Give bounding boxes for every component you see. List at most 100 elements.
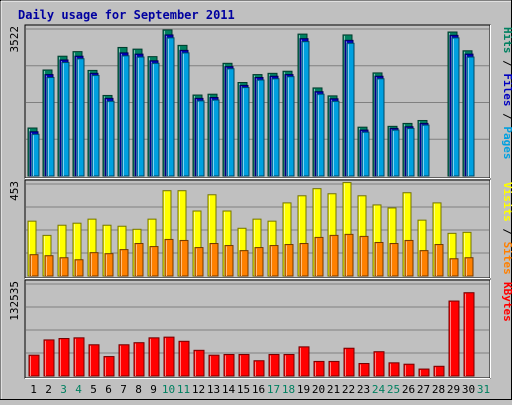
bar-sites-day-23 [359,235,369,277]
bar-pages-day-6 [106,100,115,177]
bar-kbytes-day-24 [373,351,385,377]
bar-kbytes-day-8 [133,342,145,377]
bar-pages-day-11 [181,52,190,177]
legend-item-files: Files [501,73,512,106]
bar-sites-day-1 [29,254,39,277]
bar-kbytes-day-26 [403,363,415,377]
bar-pages-day-12 [196,100,205,177]
x-tick-label-day-11: 11 [177,383,190,396]
bar-kbytes-day-1 [28,354,40,377]
bar-kbytes-day-25 [388,362,400,377]
x-tick-label-day-22: 22 [342,383,355,396]
x-tick-label-day-24: 24 [372,383,386,396]
x-tick-label-day-12: 12 [192,383,205,396]
bar-pages-day-24 [376,78,385,177]
bar-pages-day-21 [331,100,340,177]
x-tick-label-day-1: 1 [30,383,37,396]
bar-kbytes-day-27 [418,368,430,377]
bar-sites-day-28 [434,244,444,277]
bar-sites-day-20 [314,236,324,277]
x-tick-label-day-18: 18 [282,383,295,396]
chart-panels: 3522 Hits / Files / Pages 453 Visits / Site… [8,24,512,379]
x-tick-label-day-29: 29 [447,383,460,396]
x-tick-label-day-17: 17 [267,383,280,396]
bar-sites-day-16 [254,247,264,277]
bar-kbytes-day-4 [73,337,85,377]
legend-item-pages: Pages [501,126,512,159]
x-axis-day-labels: 1 2 3 4 5 6 7 8 9 10 11 12 13 14 15 16 17 18 19 20 21 22 23 24 2… [30,383,490,396]
bar-sites-day-29 [449,258,459,277]
bar-sites-day-8 [134,243,144,277]
bar-kbytes-day-14 [223,353,235,377]
bar-kbytes-day-2 [43,339,55,377]
bar-kbytes-day-21 [328,360,340,377]
x-tick-label-day-14: 14 [222,383,236,396]
legend-item-kbytes: KBytes [501,282,512,322]
x-tick-label-day-8: 8 [135,383,142,396]
chart-title: Daily usage for September 2011 [18,8,235,22]
bar-kbytes-day-11 [178,340,190,377]
legend-item-visits: Visits [501,182,512,222]
bar-sites-day-12 [194,247,204,277]
bar-pages-day-9 [151,62,160,177]
x-tick-label-day-3: 3 [60,383,67,396]
bar-pages-day-23 [361,131,370,177]
x-tick-label-day-9: 9 [150,383,157,396]
x-tick-label-day-6: 6 [105,383,112,396]
legend: Hits / Files / Pages [501,27,512,160]
bar-kbytes-day-5 [88,344,100,377]
bar-kbytes-day-22 [343,347,355,377]
bar-sites-day-25 [389,243,399,277]
bar-pages-day-7 [121,55,130,177]
bar-sites-day-17 [269,245,279,277]
x-tick-label-day-21: 21 [327,383,340,396]
bar-sites-day-21 [329,234,339,277]
legend-separator: / [501,107,512,127]
bar-kbytes-day-18 [283,353,295,377]
bar-kbytes-day-29 [448,300,460,377]
bar-pages-day-26 [406,127,415,177]
bar-kbytes-day-3 [58,338,70,377]
y-max-label: 453 [8,181,21,201]
bar-pages-day-3 [61,61,70,177]
bar-pages-day-16 [256,79,265,177]
bar-pages-day-5 [91,74,100,177]
bar-kbytes-day-9 [148,337,160,377]
y-max-label: 132535 [8,281,21,321]
x-tick-label-day-27: 27 [417,383,430,396]
legend: KBytes [501,282,512,322]
bar-kbytes-day-7 [118,344,130,377]
panel-3: 132535 KBytes [8,279,512,379]
bar-sites-day-24 [374,241,384,277]
bar-pages-day-29 [451,37,460,177]
bar-sites-day-27 [419,250,429,277]
bar-kbytes-day-20 [313,360,325,377]
bar-kbytes-day-15 [238,353,250,377]
bar-sites-day-2 [44,255,54,277]
bar-kbytes-day-28 [433,365,445,377]
bar-kbytes-day-16 [253,360,265,377]
x-tick-label-day-20: 20 [312,383,325,396]
bar-pages-day-1 [31,133,40,177]
y-max-label: 3522 [8,26,21,53]
bar-sites-day-7 [119,249,129,277]
bar-pages-day-30 [466,56,475,177]
x-tick-label-day-23: 23 [357,383,370,396]
bar-pages-day-22 [346,42,355,177]
bar-pages-day-15 [241,87,250,177]
x-tick-label-day-30: 30 [462,383,475,396]
bar-kbytes-day-17 [268,353,280,377]
bar-sites-day-19 [299,243,309,277]
bar-sites-day-13 [209,243,219,277]
panel-2: 453 Visits / Sites [8,179,512,279]
bar-sites-day-10 [164,238,174,277]
x-tick-label-day-16: 16 [252,383,265,396]
x-tick-label-day-2: 2 [45,383,52,396]
x-tick-label-day-26: 26 [402,383,415,396]
x-tick-label-day-5: 5 [90,383,97,396]
bar-pages-day-2 [46,76,55,177]
bar-sites-day-4 [74,259,84,277]
bar-kbytes-day-6 [103,356,115,377]
